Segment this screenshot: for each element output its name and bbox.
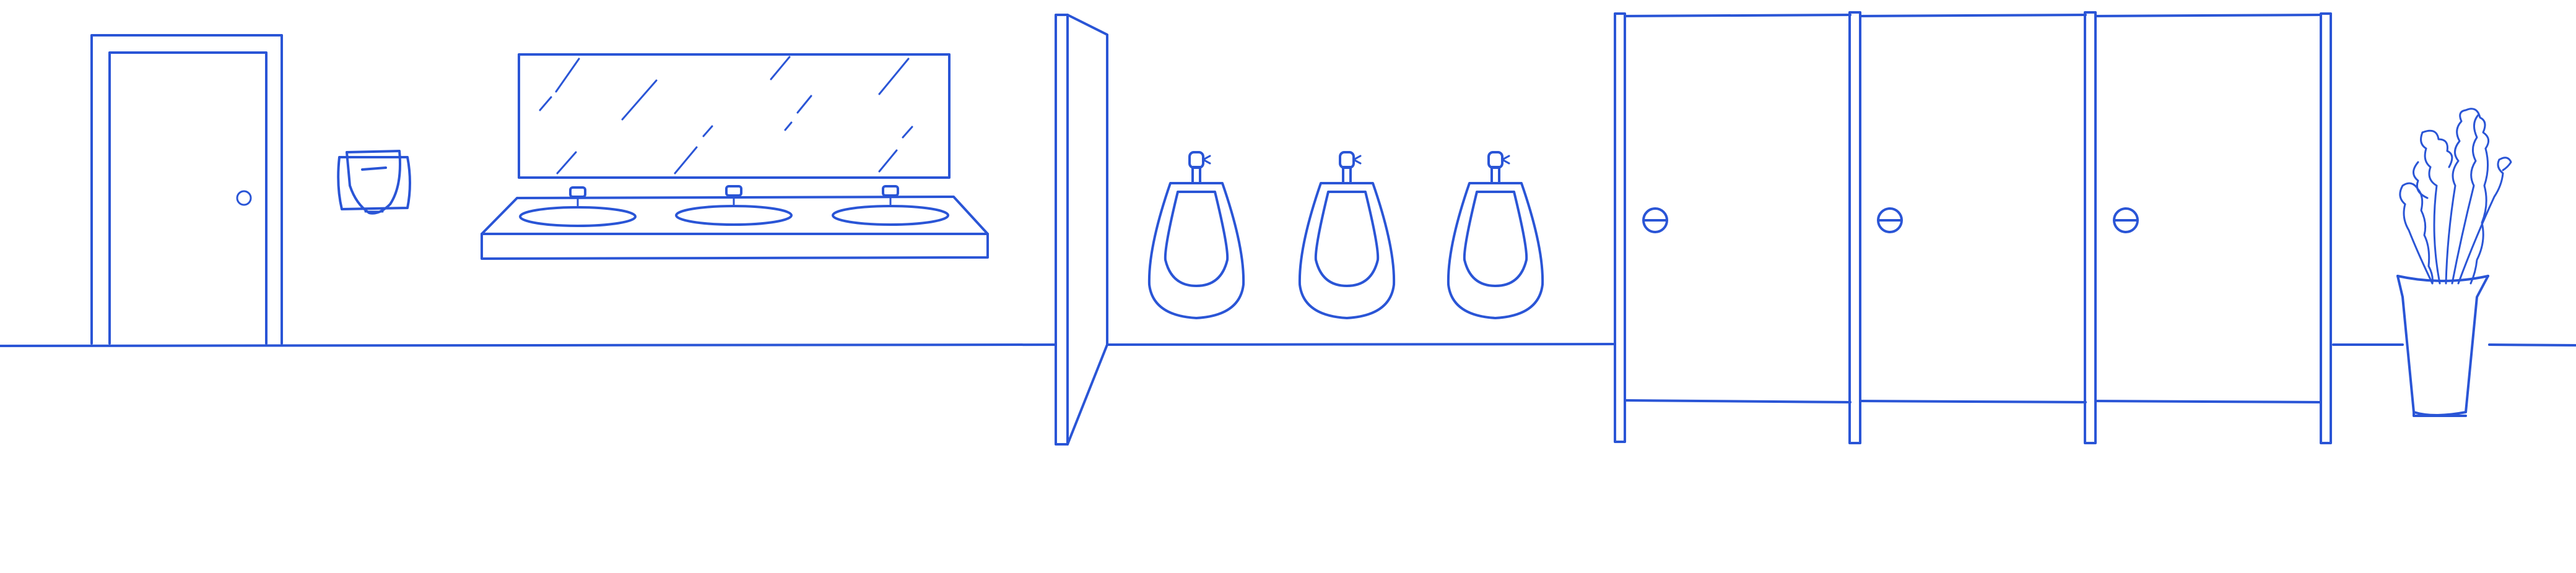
urinal-icon [1147, 151, 1245, 319]
stall-lock-icon [1877, 207, 1903, 233]
mirror-icon [518, 53, 951, 179]
potted-plant-icon [2396, 108, 2512, 417]
toilet-stalls [1614, 11, 2332, 444]
sink-counter-icon [481, 185, 989, 260]
floor-line [0, 343, 2576, 347]
urinal-icon [1447, 151, 1544, 319]
urinal-icon [1298, 151, 1396, 319]
hand-dryer-icon [337, 150, 411, 215]
urinals-group [1147, 151, 1544, 319]
entrance-door-icon [90, 34, 283, 345]
stall-lock-icon [2113, 207, 2139, 233]
partition-door-icon [1055, 14, 1108, 446]
stall-lock-icon [1642, 207, 1668, 233]
